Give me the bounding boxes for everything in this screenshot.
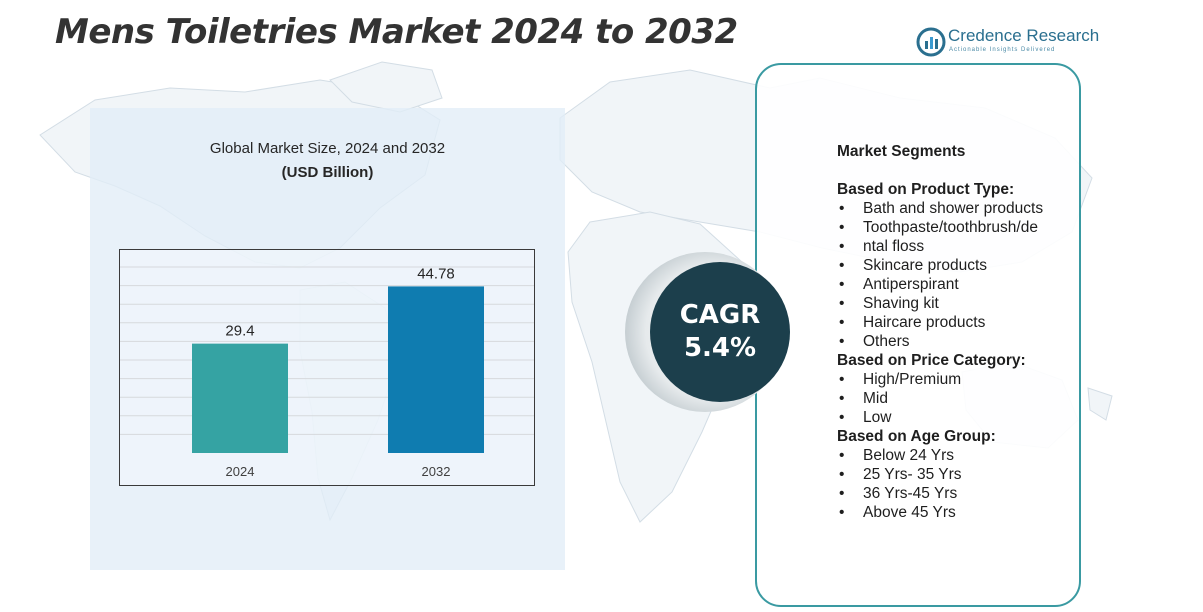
cagr-value: 5.4% <box>683 333 757 363</box>
cagr-text: CAGR 5.4% <box>650 252 790 412</box>
logo-name: Credence Research <box>948 26 1100 45</box>
segment-group-title: Based on Price Category: <box>837 352 1026 369</box>
segment-item: 36 Yrs-45 Yrs <box>837 484 1077 503</box>
page-title: Mens Toiletries Market 2024 to 2032 <box>55 12 738 52</box>
segment-group-title: Based on Product Type: <box>837 181 1015 198</box>
segment-item: Shaving kit <box>837 294 1077 313</box>
chart-subtitle: (USD Billion) <box>281 164 374 181</box>
bar-2032 <box>388 286 484 453</box>
segments-content: Market Segments Based on Product Type:Ba… <box>837 143 1077 522</box>
chart-panel: Global Market Size, 2024 and 2032 (USD B… <box>90 108 565 570</box>
chart-title: Global Market Size, 2024 and 2032 <box>209 140 446 157</box>
plot-area: 29.4 2024 44.78 2032 <box>119 249 535 486</box>
bar-chart: 29.4 2024 44.78 2032 <box>120 265 534 479</box>
x-tick-label-2032: 2032 <box>422 464 451 479</box>
segment-item: Toothpaste/toothbrush/de <box>837 218 1077 237</box>
segment-item: ntal floss <box>837 237 1077 256</box>
segment-group-title: Based on Age Group: <box>837 428 996 445</box>
segment-item: Above 45 Yrs <box>837 503 1077 522</box>
segment-item: Antiperspirant <box>837 275 1077 294</box>
logo-tagline: Actionable Insights Delivered <box>949 47 1056 53</box>
cagr-circle <box>625 252 790 412</box>
logo: Credence Research Actionable Insights De… <box>916 26 1101 60</box>
segment-item: Bath and shower products <box>837 199 1077 218</box>
segment-item: Skincare products <box>837 256 1077 275</box>
segment-item: Haircare products <box>837 313 1077 332</box>
segment-list: Bath and shower productsToothpaste/tooth… <box>837 199 1077 351</box>
cagr-label: CAGR <box>679 300 761 330</box>
x-tick-label-2024: 2024 <box>226 464 255 479</box>
segment-item: Below 24 Yrs <box>837 446 1077 465</box>
market-segments-panel: Market Segments Based on Product Type:Ba… <box>755 63 1081 607</box>
cagr-badge: CAGR 5.4% <box>620 252 792 412</box>
segment-groups: Based on Product Type:Bath and shower pr… <box>837 180 1077 522</box>
segment-item: Low <box>837 408 1077 427</box>
segment-list: Below 24 Yrs25 Yrs- 35 Yrs36 Yrs-45 YrsA… <box>837 446 1077 522</box>
segment-item: 25 Yrs- 35 Yrs <box>837 465 1077 484</box>
segment-item: High/Premium <box>837 370 1077 389</box>
logo-icon <box>916 27 946 57</box>
segment-list: High/PremiumMidLow <box>837 370 1077 427</box>
data-label-2032: 44.78 <box>417 265 455 282</box>
data-label-2024: 29.4 <box>225 323 254 340</box>
segment-item: Mid <box>837 389 1077 408</box>
segment-item: Others <box>837 332 1077 351</box>
bar-2024 <box>192 343 288 453</box>
segments-title: Market Segments <box>837 143 966 160</box>
